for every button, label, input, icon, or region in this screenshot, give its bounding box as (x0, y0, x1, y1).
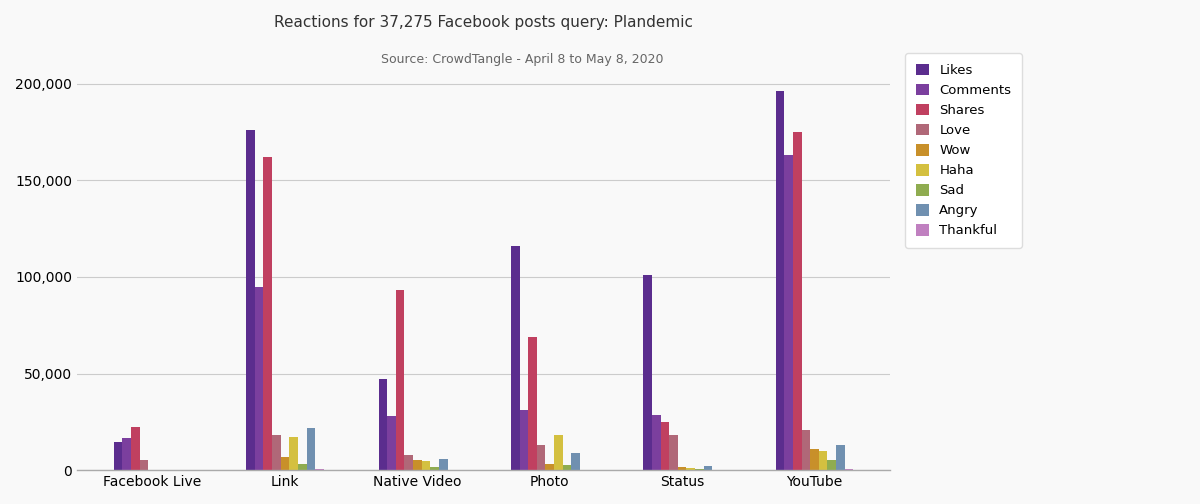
Bar (660, 422, 670, 470)
Bar (563, 465, 571, 470)
Bar (810, 449, 818, 470)
Bar (289, 437, 298, 470)
Legend: Likes, Comments, Shares, Love, Wow, Haha, Sad, Angry, Thankful: Likes, Comments, Shares, Love, Wow, Haha… (905, 53, 1022, 248)
Bar (528, 337, 536, 470)
Bar (396, 290, 404, 470)
Bar (836, 445, 845, 470)
Bar (652, 415, 660, 470)
Bar (828, 461, 836, 470)
Bar (670, 435, 678, 470)
Bar (122, 438, 131, 470)
Text: Source: CrowdTangle - April 8 to May 8, 2020: Source: CrowdTangle - April 8 to May 8, … (380, 53, 664, 66)
Bar (775, 92, 785, 470)
Bar (511, 246, 520, 470)
Bar (793, 132, 802, 470)
Bar (703, 466, 713, 470)
Bar (802, 429, 810, 470)
Bar (643, 275, 652, 470)
Bar (421, 462, 431, 470)
Bar (845, 469, 853, 470)
Bar (818, 451, 828, 470)
Bar (139, 460, 149, 470)
Title: Reactions for 37,275 Facebook posts query: Plandemic: Reactions for 37,275 Facebook posts quer… (274, 15, 694, 30)
Bar (388, 416, 396, 470)
Bar (413, 461, 421, 470)
Bar (316, 469, 324, 470)
Bar (306, 427, 316, 470)
Bar (678, 467, 686, 470)
Bar (254, 287, 264, 470)
Bar (695, 469, 703, 470)
Bar (571, 453, 580, 470)
Bar (114, 442, 122, 470)
Bar (281, 457, 289, 470)
Bar (131, 427, 139, 470)
Bar (272, 435, 281, 470)
Bar (439, 459, 448, 470)
Bar (264, 157, 272, 470)
Bar (686, 468, 695, 470)
Bar (404, 455, 413, 470)
Bar (431, 467, 439, 470)
Bar (546, 464, 554, 470)
Bar (554, 435, 563, 470)
Bar (378, 380, 388, 470)
Bar (298, 464, 306, 470)
Bar (520, 410, 528, 470)
Bar (785, 155, 793, 470)
Bar (536, 445, 546, 470)
Bar (246, 130, 254, 470)
